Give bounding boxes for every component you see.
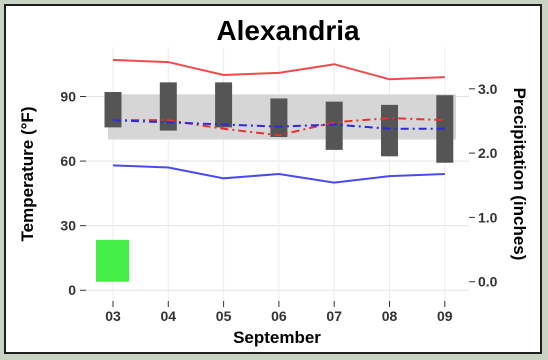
x-tick-label: 07 [326,308,342,324]
precip-bar-03 [104,92,122,128]
first-day-precip-bar [96,239,129,282]
y-tick-label: 90 [60,89,76,105]
x-tick-label: 08 [382,308,398,324]
series-line-high [112,58,445,81]
y2-tick-label: 2.0 [478,145,498,161]
precip-bar-05 [215,82,233,128]
chart-title: Alexandria [216,15,360,46]
y2-tick-label: 3.0 [478,81,498,97]
precip-bar-04 [159,82,177,131]
y-axis-title: Temperature (°F) [18,107,37,242]
x-tick-label: 05 [216,308,232,324]
y-tick-label: 0 [68,282,76,298]
precip-bar-07 [325,101,343,150]
series-line-average-low [112,119,445,130]
y2-tick-label: 0.0 [478,274,498,290]
x-axis-ticks: 03 04 05 06 07 08 09 [105,301,453,324]
precip-bar-08 [381,104,398,157]
y2-axis-title: Precipitation (inches) [510,88,529,261]
right-axis-ticks: 0.0 1.0 2.0 3.0 [469,81,498,290]
x-tick-label: 03 [105,308,121,324]
x-axis-title: September [233,328,321,347]
series-line-low [112,164,445,184]
x-tick-label: 06 [271,308,287,324]
y-tick-label: 60 [60,153,76,169]
left-axis-ticks: 0 30 60 90 [60,89,86,298]
series-line-average-high [113,117,445,137]
x-tick-label: 09 [437,308,453,324]
precip-bar-06 [270,98,288,138]
x-tick-label: 04 [161,308,177,324]
y-tick-label: 30 [60,218,76,234]
chart-panel: Alexandria 0 30 60 90 0.0 1.0 2.0 3.0 03 04 05 06… [4,4,542,354]
precip-bar-09 [436,95,454,163]
chart-svg: Alexandria 0 30 60 90 0.0 1.0 2.0 3.0 03 04 05 06… [18,15,529,347]
y2-tick-label: 1.0 [478,209,498,225]
temperature-lines [112,58,445,184]
